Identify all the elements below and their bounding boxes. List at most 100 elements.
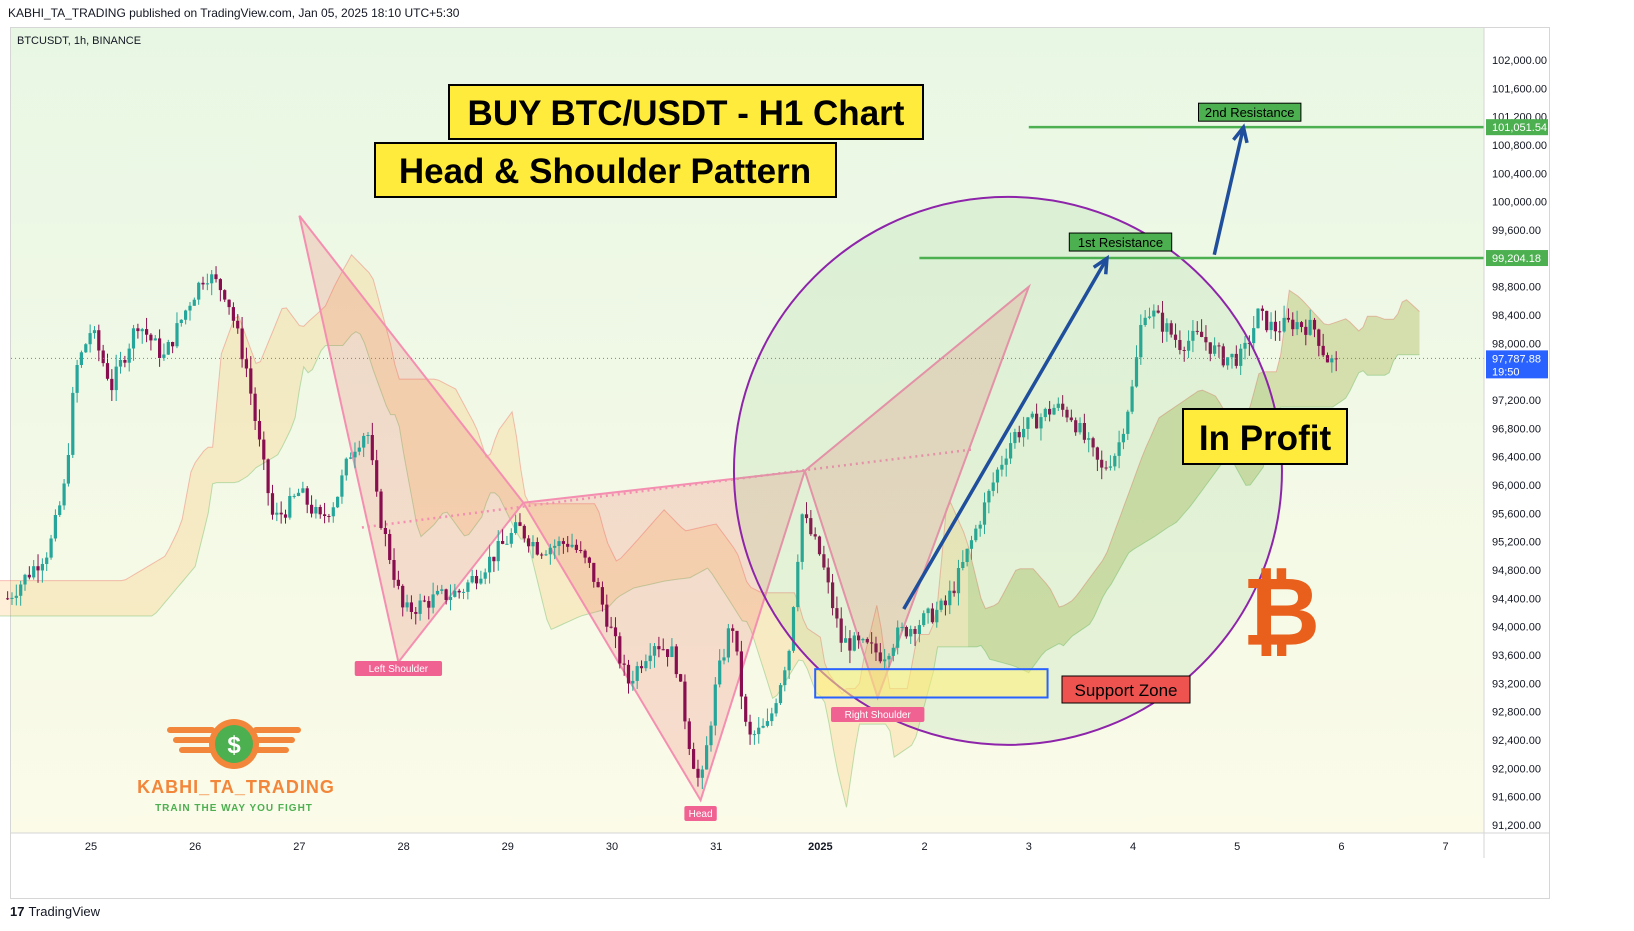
candle-body bbox=[1143, 317, 1147, 325]
candle-body bbox=[427, 601, 431, 608]
candle-body bbox=[952, 590, 956, 594]
left-shoulder-label-box bbox=[354, 661, 443, 676]
candle-body bbox=[1043, 408, 1047, 418]
candle-body bbox=[492, 556, 496, 562]
time-tick-label: 26 bbox=[189, 841, 201, 853]
candle-body bbox=[939, 600, 943, 610]
second-resistance-label: 2nd Resistance bbox=[1205, 105, 1295, 120]
candle-body bbox=[1121, 433, 1125, 443]
candle-body bbox=[483, 572, 487, 579]
tradingview-label: TradingView bbox=[28, 904, 101, 919]
candle-body bbox=[904, 627, 908, 637]
price-tick-label: 96,800.00 bbox=[1492, 423, 1541, 435]
time-axis[interactable]: 25 26 27 28 29 30 31 2025 2 3 4 5 6 7 bbox=[11, 832, 1549, 853]
candle-body bbox=[336, 496, 340, 508]
candle-body bbox=[401, 585, 405, 608]
candle-body bbox=[1004, 458, 1008, 465]
candle-body bbox=[557, 541, 561, 546]
candle-body bbox=[1091, 438, 1095, 448]
candle-body bbox=[956, 568, 961, 594]
candle-body bbox=[574, 544, 578, 550]
candle-body bbox=[1295, 322, 1299, 330]
candle-body bbox=[613, 627, 618, 637]
second-resistance-price-tag-box bbox=[1486, 119, 1548, 136]
time-tick-label: 27 bbox=[293, 841, 305, 853]
candle-body bbox=[1182, 350, 1186, 351]
profit-box bbox=[1182, 408, 1348, 465]
candle-body bbox=[440, 589, 444, 591]
candle-body bbox=[509, 533, 513, 544]
candle-body bbox=[79, 352, 83, 365]
head-shape bbox=[521, 469, 807, 803]
candle-body bbox=[995, 469, 1000, 483]
candle-body bbox=[909, 629, 913, 637]
price-tick-label: 96,000.00 bbox=[1492, 480, 1541, 492]
price-tick-label: 91,600.00 bbox=[1492, 792, 1541, 804]
candle-body bbox=[349, 457, 353, 459]
candle-body bbox=[366, 435, 370, 436]
candle-body bbox=[826, 567, 830, 583]
candle-body bbox=[874, 643, 878, 653]
tradingview-footer[interactable]: 17 TradingView bbox=[10, 904, 100, 919]
candle-body bbox=[878, 652, 882, 662]
candle-body bbox=[1087, 438, 1091, 440]
candle-body bbox=[88, 333, 92, 345]
candle-body bbox=[223, 290, 227, 300]
candle-body bbox=[770, 713, 774, 722]
candle-body bbox=[600, 587, 604, 605]
candle-body bbox=[883, 659, 887, 662]
chart-canvas[interactable]: 1st Resistance 2nd Resistance Support Zone… bbox=[0, 0, 1634, 900]
candle-body bbox=[1321, 345, 1325, 356]
candle-body bbox=[166, 342, 170, 355]
candle-body bbox=[1304, 326, 1308, 335]
candle-body bbox=[735, 630, 739, 652]
candle-body bbox=[982, 502, 987, 525]
candle-body bbox=[253, 393, 257, 421]
second-resistance-label-box bbox=[1198, 102, 1302, 122]
time-tick-label: 6 bbox=[1338, 841, 1344, 853]
candle-body bbox=[965, 548, 969, 562]
candle-body bbox=[327, 516, 331, 517]
candle-body bbox=[314, 507, 318, 514]
candle-body bbox=[900, 627, 904, 628]
candle-body bbox=[1147, 316, 1152, 318]
second-resistance-price-tag: 101,051.54 bbox=[1492, 122, 1547, 134]
candle-body bbox=[570, 544, 574, 547]
candle-body bbox=[496, 541, 500, 562]
price-tick-label: 101,600.00 bbox=[1492, 83, 1547, 95]
candle-body bbox=[32, 566, 36, 578]
price-tick-label: 97,200.00 bbox=[1492, 395, 1541, 407]
price-axis[interactable]: 91,200.00 91,600.00 92,000.00 92,400.00 92,8… bbox=[1483, 28, 1548, 858]
candle-body bbox=[1191, 330, 1195, 341]
candle-body bbox=[201, 282, 205, 285]
candle-body bbox=[414, 612, 418, 614]
candle-body bbox=[270, 493, 275, 515]
candle-body bbox=[158, 338, 162, 358]
candle-body bbox=[518, 522, 522, 526]
candle-body bbox=[505, 543, 509, 545]
candle-body bbox=[1126, 411, 1130, 434]
candle-body bbox=[140, 329, 144, 332]
last-price-tag: 97,787.88 bbox=[1492, 353, 1541, 365]
price-tick-label: 91,200.00 bbox=[1492, 820, 1541, 832]
chart-frame bbox=[10, 27, 1550, 899]
candle-body bbox=[1017, 432, 1021, 438]
right-shoulder-label: Right Shoulder bbox=[845, 710, 912, 721]
price-tick-label: 92,000.00 bbox=[1492, 763, 1541, 775]
price-tick-label: 93,200.00 bbox=[1492, 678, 1541, 690]
candle-body bbox=[1169, 323, 1173, 335]
candle-body bbox=[1273, 321, 1277, 332]
candle-body bbox=[579, 550, 583, 551]
candle-body bbox=[40, 564, 44, 571]
candle-body bbox=[188, 305, 192, 311]
time-tick-label: 30 bbox=[606, 841, 618, 853]
price-tick-label: 102,000.00 bbox=[1492, 55, 1547, 67]
time-tick-label: 29 bbox=[502, 841, 514, 853]
candle-body bbox=[1247, 342, 1251, 344]
candle-body bbox=[275, 512, 279, 515]
candle-body bbox=[592, 562, 596, 582]
cloud-span-b bbox=[0, 331, 1420, 808]
candle-body bbox=[23, 574, 27, 585]
candle-body bbox=[635, 666, 639, 681]
candle-body bbox=[474, 576, 479, 584]
